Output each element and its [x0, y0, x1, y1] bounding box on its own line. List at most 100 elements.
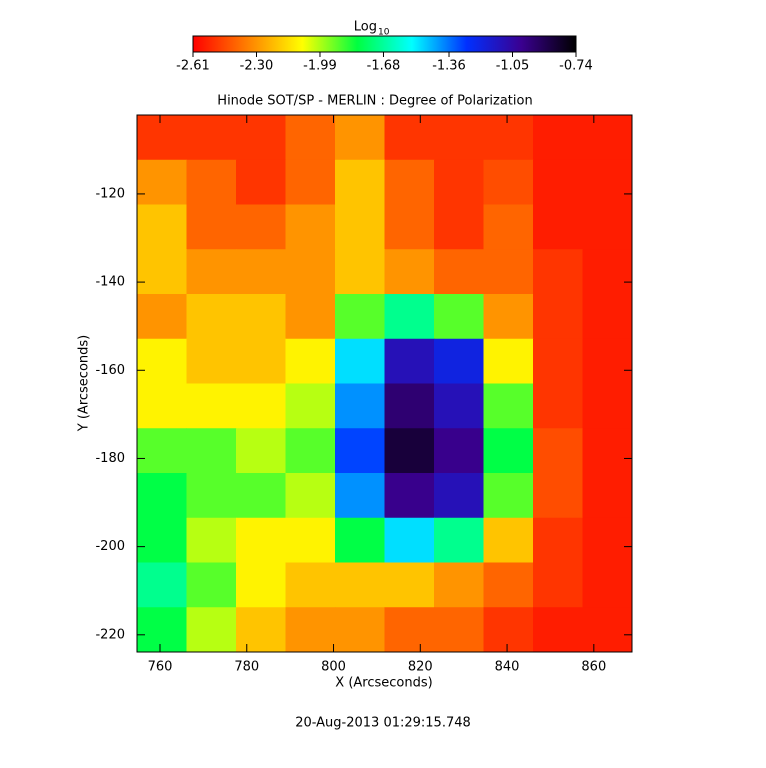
heatmap-cell — [236, 517, 286, 563]
heatmap-cell — [384, 159, 435, 205]
y-tick-label: -180 — [95, 451, 125, 466]
heatmap-cell — [434, 115, 484, 161]
heatmap-cell — [384, 428, 435, 474]
heatmap-cell — [582, 338, 633, 384]
heatmap-cell — [434, 204, 484, 250]
heatmap-cell — [137, 562, 187, 608]
colorbar-tick-label: -1.36 — [432, 59, 466, 74]
heatmap-cell — [434, 428, 484, 474]
heatmap-cell — [236, 338, 286, 384]
heatmap-cell — [186, 562, 237, 608]
y-tick-label: -140 — [95, 275, 125, 290]
heatmap-cell — [533, 249, 583, 295]
heatmap-cell — [137, 294, 187, 340]
heatmap-cell — [236, 473, 286, 519]
heatmap-cell — [285, 159, 336, 205]
heatmap-cell — [285, 607, 336, 653]
heatmap-cell — [384, 249, 435, 295]
x-tick-label: 780 — [234, 660, 259, 675]
heatmap-cell — [335, 159, 385, 205]
heatmap-cell — [582, 294, 633, 340]
heatmap-cell — [285, 338, 336, 384]
heatmap-cell — [483, 159, 534, 205]
heatmap-cell — [483, 607, 534, 653]
colorbar-tick-label: -1.68 — [367, 59, 401, 74]
heatmap-cell — [533, 562, 583, 608]
heatmap-cell — [285, 249, 336, 295]
heatmap-cell — [384, 562, 435, 608]
heatmap-cell — [236, 204, 286, 250]
heatmap-cell — [285, 428, 336, 474]
heatmap-cell — [335, 428, 385, 474]
heatmap-cell — [137, 249, 187, 295]
x-tick-label: 820 — [408, 660, 433, 675]
heatmap-cell — [137, 159, 187, 205]
heatmap-cell — [483, 338, 534, 384]
heatmap-cell — [533, 517, 583, 563]
colorbar-tick-label: -1.99 — [303, 59, 337, 74]
heatmap-cell — [236, 115, 286, 161]
heatmap-cell — [335, 338, 385, 384]
heatmap-cell — [533, 204, 583, 250]
heatmap-cell — [285, 383, 336, 429]
colorbar-tick-label: -1.05 — [496, 59, 530, 74]
heatmap-cell — [186, 607, 237, 653]
heatmap-cell — [483, 383, 534, 429]
heatmap-cell — [533, 383, 583, 429]
heatmap-cell — [434, 294, 484, 340]
heatmap-cell — [533, 428, 583, 474]
heatmap-cell — [483, 517, 534, 563]
heatmap-cell — [582, 473, 633, 519]
heatmap-cell — [483, 115, 534, 161]
heatmap-cell — [582, 159, 633, 205]
heatmap-cell — [384, 294, 435, 340]
heatmap-cell — [335, 607, 385, 653]
heatmap-cell — [335, 115, 385, 161]
heatmap-cell — [186, 204, 237, 250]
heatmap-cell — [582, 383, 633, 429]
heatmap-cell — [335, 473, 385, 519]
colorbar-tick-label: -0.74 — [559, 59, 593, 74]
heatmap-cell — [186, 473, 237, 519]
heatmap-cell — [186, 428, 237, 474]
heatmap-cell — [137, 473, 187, 519]
x-axis-label: X (Arcseconds) — [335, 676, 432, 691]
x-tick-label: 840 — [495, 660, 520, 675]
heatmap-cell — [434, 249, 484, 295]
plot-frame — [136, 114, 633, 653]
heatmap-cell — [384, 338, 435, 384]
y-tick-label: -160 — [95, 363, 125, 378]
chart-title: Hinode SOT/SP - MERLIN : Degree of Polar… — [217, 94, 532, 109]
heatmap-cell — [483, 294, 534, 340]
heatmap-cell — [483, 204, 534, 250]
heatmap-cell — [335, 294, 385, 340]
heatmap-cell — [582, 204, 633, 250]
heatmap-cell — [434, 473, 484, 519]
heatmap-cell — [186, 294, 237, 340]
heatmap-cell — [137, 517, 187, 563]
heatmap-cell — [582, 115, 633, 161]
heatmap-cell — [186, 338, 237, 384]
heatmap-cell — [285, 115, 336, 161]
x-tick-label: 760 — [148, 660, 173, 675]
heatmap-cell — [434, 607, 484, 653]
heatmap-cell — [137, 338, 187, 384]
heatmap-cell — [236, 383, 286, 429]
heatmap-cell — [186, 249, 237, 295]
heatmap-cell — [533, 115, 583, 161]
heatmap-cell — [236, 249, 286, 295]
heatmap-cell — [533, 159, 583, 205]
heatmap-cell — [533, 338, 583, 384]
heatmap-cell — [384, 204, 435, 250]
heatmap-cell — [582, 517, 633, 563]
heatmap-cell — [285, 204, 336, 250]
heatmap-cell — [582, 562, 633, 608]
heatmap-cell — [137, 204, 187, 250]
heatmap-cell — [483, 562, 534, 608]
colorbar-tick-label: -2.61 — [176, 59, 210, 74]
heatmap-cell — [582, 249, 633, 295]
heatmap-cell — [384, 383, 435, 429]
y-tick-label: -120 — [95, 186, 125, 201]
heatmap-cell — [483, 473, 534, 519]
heatmap-cell — [236, 428, 286, 474]
